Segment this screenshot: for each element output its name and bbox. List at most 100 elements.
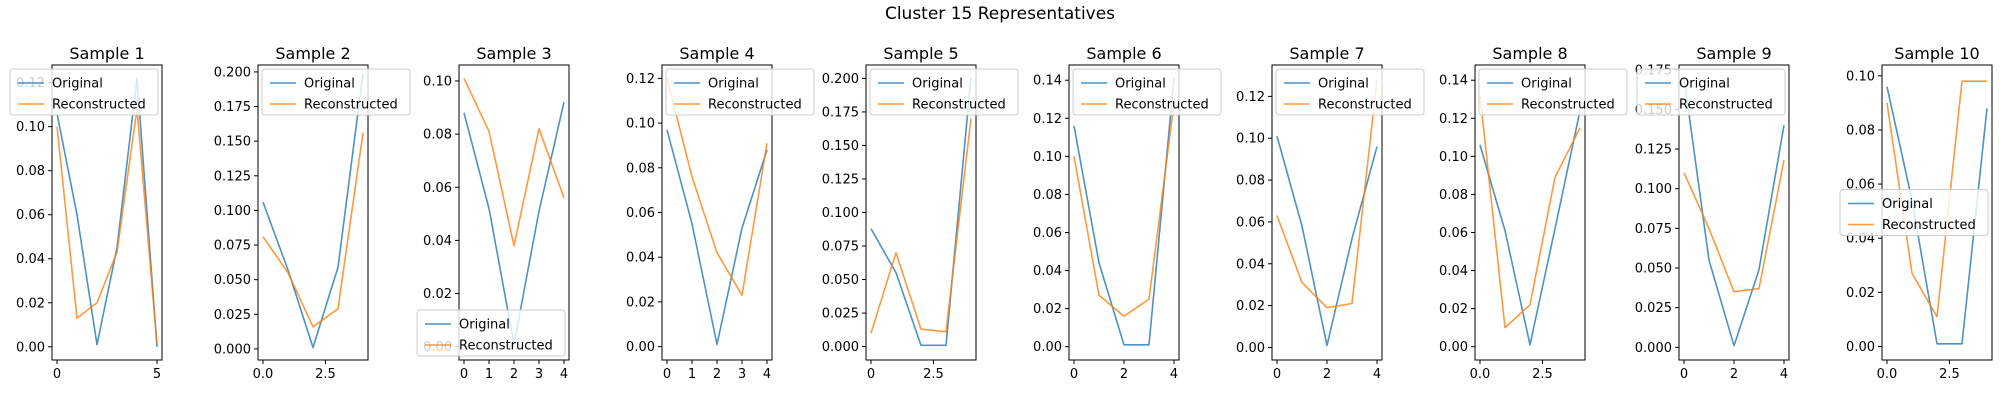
y-tick-label: 0.00 [626,340,655,355]
series-line-original [666,129,768,346]
subplot-4: Sample 4 0.00 0.02 0.04 0.06 0.08 0.10 0.12 0 1 2 3… [626,44,815,382]
y-tick-label: 0.075 [822,240,859,255]
series-line-reconstructed [1276,79,1378,309]
legend-label: Original [1318,77,1369,92]
legend-label: Original [1521,77,1572,92]
y-tick-label: 0.12 [1439,112,1468,127]
axes-frame [51,64,163,361]
legend-label: Original [1679,77,1730,92]
subplot-6: Sample 6 0.00 0.02 0.04 0.06 0.08 0.10 0.12 0.14… [1033,44,1222,382]
y-tick-label: 0.00 [1439,340,1468,355]
y-tick-label: 0.200 [214,65,251,80]
series-line-original [1683,77,1785,347]
legend-label: Original [912,77,963,92]
legend-box [416,309,566,357]
legend-label: Reconstructed [1521,98,1615,113]
subplot-title: Sample 2 [275,44,350,63]
legend: Original Reconstructed [1072,68,1222,116]
legend-label: Original [1882,197,1933,212]
series-line-original [56,77,158,347]
subplot-title: Sample 6 [1086,44,1161,63]
y-tick-label: 0.025 [822,307,859,322]
legend: Original Reconstructed [1636,68,1786,116]
y-tick-label: 0.06 [626,206,655,221]
x-tick-label: 4 [560,367,568,382]
legend-label: Original [708,77,759,92]
legend-label: Reconstructed [1882,218,1976,233]
subplot-3: Sample 30.000.020.040.060.080.1001234Ori… [416,44,570,382]
y-tick-label: 0.000 [822,340,859,355]
y-tick-label: 0.100 [822,206,859,221]
subplot-9: Sample 90.0000.0250.0500.0750.1000.1250.… [1635,44,1790,382]
legend-label: Original [52,77,103,92]
y-tick-label: 0.075 [1635,222,1672,237]
subplot-title: Sample 10 [1894,44,1979,63]
legend-box [1478,68,1628,116]
y-tick-label: 0.12 [626,72,655,87]
x-tick-label: 0.0 [253,367,274,382]
y-tick-label: 0.06 [16,208,45,223]
legend-label: Reconstructed [459,339,553,354]
series-line-reconstructed [1683,160,1785,293]
x-tick-label: 0.0 [1877,367,1898,382]
y-tick-label: 0.000 [1635,341,1672,356]
legend-label: Reconstructed [304,98,398,113]
y-tick-label: 0.06 [1236,215,1265,230]
y-tick-label: 0.125 [214,169,251,184]
series-line-reconstructed [56,108,158,345]
subplot-1: Sample 10.000.020.040.060.080.100.1205Or… [9,44,163,382]
y-tick-label: 0.08 [16,164,45,179]
y-tick-label: 0.050 [1635,262,1672,277]
y-tick-label: 0.10 [1439,150,1468,165]
y-tick-label: 0.04 [16,252,45,267]
x-tick-label: 2 [1323,367,1331,382]
y-tick-label: 0.02 [1236,299,1265,314]
x-tick-label: 2 [510,367,518,382]
x-tick-label: 1 [688,367,696,382]
y-tick-label: 0.075 [214,239,251,254]
subplot-5: Sample 5 0.000 0.025 0.050 0.075 0.100 0.125 0.… [822,44,1019,382]
subplot-title: Sample 1 [69,44,144,63]
y-tick-label: 0.025 [214,308,251,323]
x-tick-label: 2 [713,367,721,382]
x-tick-label: 4 [1780,367,1788,382]
y-tick-label: 0.02 [16,296,45,311]
y-tick-label: 0.04 [626,251,655,266]
y-tick-label: 0.08 [1439,188,1468,203]
subplot-10: Sample 100.000.020.040.060.080.100.0 2.5O… [1839,44,1993,382]
subplot-title: Sample 3 [476,44,551,63]
axes-frame [1068,64,1180,361]
y-tick-label: 0.02 [626,295,655,310]
subplot-2: Sample 2 0.000 0.025 0.050 0.075 0.100 0.125 0.… [214,44,411,382]
y-tick-label: 0.10 [626,117,655,132]
y-tick-label: 0.04 [1033,264,1062,279]
x-tick-label: 0 [663,367,671,382]
subplot-title: Sample 4 [679,44,754,63]
series-line-original [463,102,565,345]
y-tick-label: 0.08 [423,128,452,143]
x-tick-label: 0 [1273,367,1281,382]
y-tick-label: 0.12 [1236,90,1265,105]
y-tick-label: 0.00 [1033,340,1062,355]
x-tick-label: 0.0 [1470,367,1491,382]
x-tick-label: 0 [460,367,468,382]
legend-box [1072,68,1222,116]
series-line-reconstructed [870,118,972,334]
x-tick-label: 0 [53,367,61,382]
x-tick-label: 3 [535,367,543,382]
y-tick-label: 0.06 [423,181,452,196]
y-tick-label: 0.02 [423,287,452,302]
y-tick-label: 0.100 [214,204,251,219]
figure-title: Cluster 15 Representatives [884,4,1116,24]
y-tick-label: 0.14 [1439,74,1468,89]
series-line-reconstructed [1479,95,1581,329]
legend-label: Reconstructed [1115,98,1209,113]
subplot-title: Sample 5 [883,44,958,63]
y-tick-label: 0.02 [1033,302,1062,317]
x-tick-label: 0 [1680,367,1688,382]
axes-frame [458,64,570,361]
x-tick-label: 2.5 [923,367,944,382]
y-tick-label: 0.00 [1236,341,1265,356]
subplot-7: Sample 7 0.00 0.02 0.04 0.06 0.08 0.10 0.12 0 2 4 O… [1236,44,1425,382]
